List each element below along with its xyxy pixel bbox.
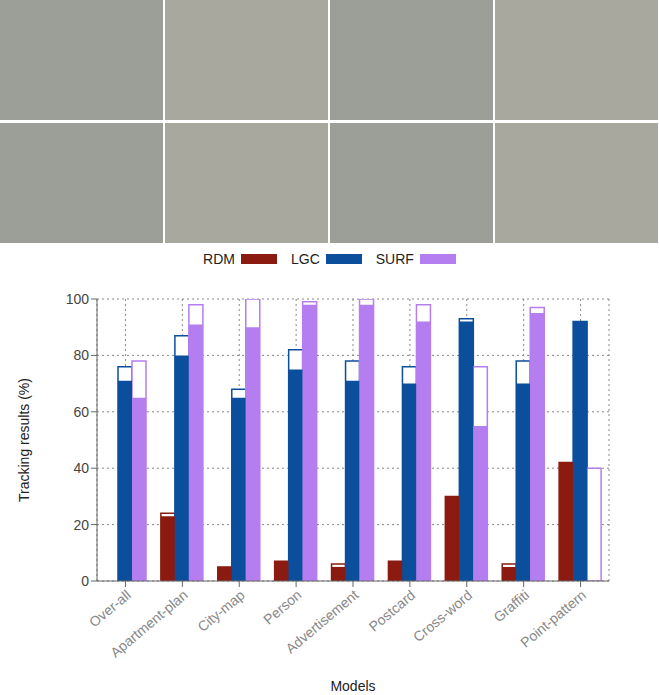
html-text:SURF: SURF <box>375 251 414 267</box>
svg-text:60: 60 <box>73 404 89 420</box>
svg-text:Advertisement: Advertisement <box>282 587 361 657</box>
svg-text:40: 40 <box>73 460 89 476</box>
svg-text:Tracking results (%): Tracking results (%) <box>16 378 32 502</box>
svg-text:Apartment-plan: Apartment-plan <box>107 587 191 661</box>
html-text:LGC: LGC <box>291 251 320 267</box>
svg-text:80: 80 <box>73 347 89 363</box>
svg-text:20: 20 <box>73 517 89 533</box>
svg-text:Cross-word: Cross-word <box>410 587 475 645</box>
svg-text:Postcard: Postcard <box>366 587 419 635</box>
svg-text:Models: Models <box>330 678 375 694</box>
svg-text:Point-pattern: Point-pattern <box>517 587 589 651</box>
svg-text:Person: Person <box>260 587 304 628</box>
html-text:RDM: RDM <box>203 251 235 267</box>
svg-text:Over-all: Over-all <box>86 587 134 631</box>
svg-text:City-map: City-map <box>194 587 247 635</box>
svg-text:0: 0 <box>81 573 89 589</box>
svg-text:100: 100 <box>66 291 90 307</box>
svg-text:Graffiti: Graffiti <box>490 587 532 626</box>
